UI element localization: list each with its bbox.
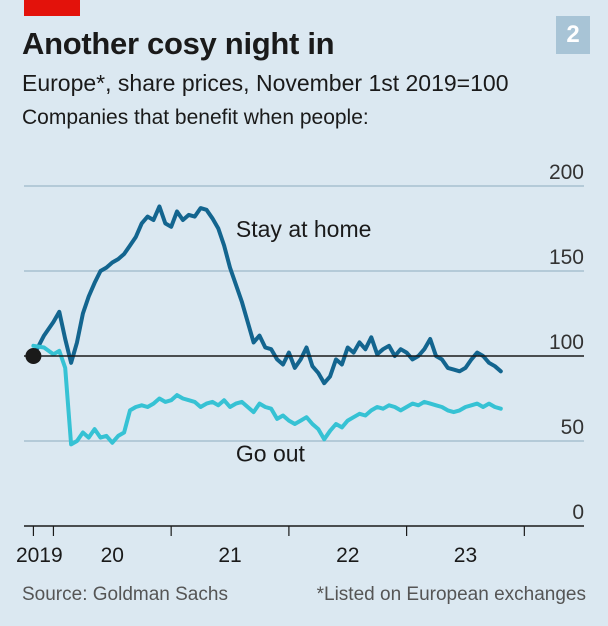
chart-title: Another cosy night in <box>22 26 335 61</box>
series-lines <box>31 204 503 447</box>
stay-at-home-line <box>31 204 503 386</box>
y-tick-label-50: 50 <box>561 416 584 439</box>
chart-subtitle: Europe*, share prices, November 1st 2019… <box>22 70 509 96</box>
y-axis-ticks: 0 50 100 150 200 <box>549 161 584 524</box>
go-out-label: Go out <box>236 440 306 466</box>
stay-at-home-label: Stay at home <box>236 216 372 242</box>
y-tick-label-200: 200 <box>549 161 584 184</box>
x-axis: 2019 20 21 22 23 <box>16 525 584 567</box>
y-tick-label-100: 100 <box>549 331 584 354</box>
x-tick-label-23: 23 <box>454 544 477 567</box>
x-tick-label-22: 22 <box>336 544 359 567</box>
brand-accent-bar <box>24 0 80 16</box>
grid-lines <box>24 185 584 442</box>
go-out-line <box>31 343 503 447</box>
y-tick-label-0: 0 <box>572 501 584 524</box>
x-tick-label-20: 20 <box>101 544 124 567</box>
chart-number-badge: 2 <box>556 16 590 54</box>
start-marker-dot <box>25 348 42 364</box>
source-note: Source: Goldman Sachs <box>22 584 228 605</box>
chart-caption: Companies that benefit when people: <box>22 106 369 129</box>
reference-line-group <box>24 348 584 364</box>
series-labels: Stay at home Go out <box>236 216 372 466</box>
y-tick-label-150: 150 <box>549 246 584 269</box>
x-tick-label-21: 21 <box>218 544 241 567</box>
footnote: *Listed on European exchanges <box>316 584 586 605</box>
x-tick-label-2019: 2019 <box>16 544 63 567</box>
